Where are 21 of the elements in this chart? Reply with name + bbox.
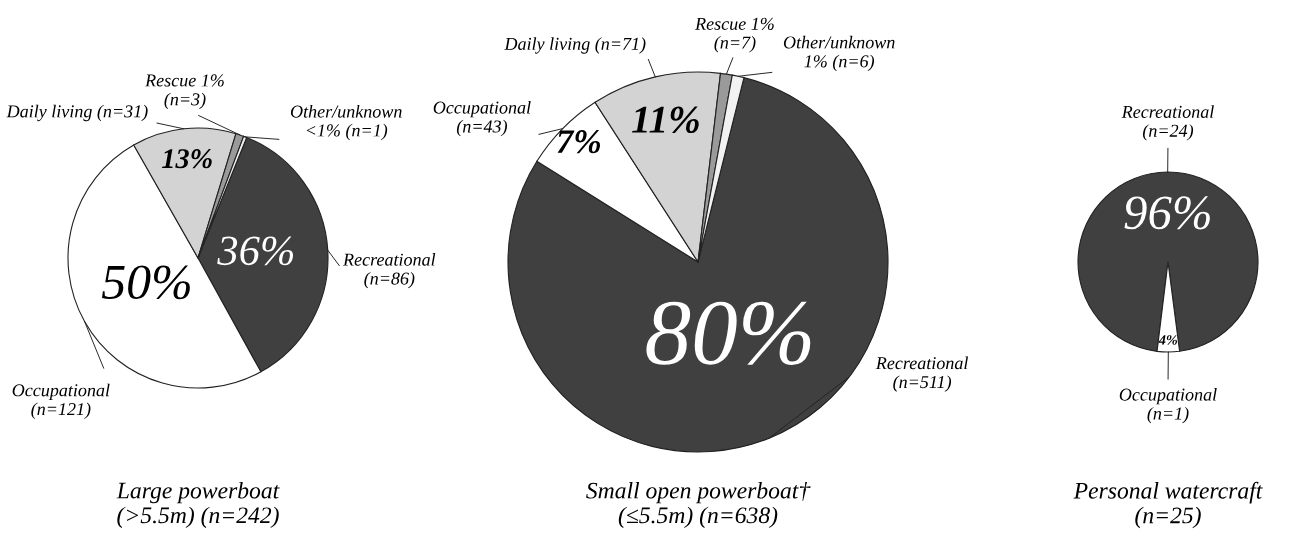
data-label: 11% — [632, 106, 699, 134]
slice-label: Other/unknown 1% (n=6) — [783, 35, 895, 72]
text: Small open powerboat† (≤5.5m) (n=638) — [586, 481, 811, 529]
slice-label: Recreational (n=86) — [342, 253, 436, 289]
slice-label: Recreational (n=511) — [875, 356, 969, 392]
slice-label: Recreational (n=24) — [1121, 105, 1214, 141]
data-label: 50% — [102, 265, 190, 300]
text: Large powerboat (>5.5m) (n=242) — [116, 481, 280, 529]
slice-label: Other/unknown <1% (n=1) — [290, 104, 402, 141]
data-label: 96% — [1124, 196, 1210, 230]
data-label: 36% — [217, 236, 294, 266]
slice-label: Daily living (n=31) — [6, 104, 148, 122]
slice-label: Daily living (n=71) — [504, 37, 646, 54]
data-label: 80% — [646, 301, 811, 365]
text: Personal watercraft (n=25) — [1073, 481, 1263, 529]
slice-label: Occupational (n=43) — [433, 100, 531, 137]
data-label: 13% — [162, 149, 212, 169]
slice-label: Occupational (n=121) — [12, 383, 110, 419]
slice-label: Rescue 1% (n=7) — [695, 17, 774, 53]
slice-label: Occupational (n=1) — [1119, 388, 1217, 424]
data-label: 7% — [557, 130, 601, 154]
